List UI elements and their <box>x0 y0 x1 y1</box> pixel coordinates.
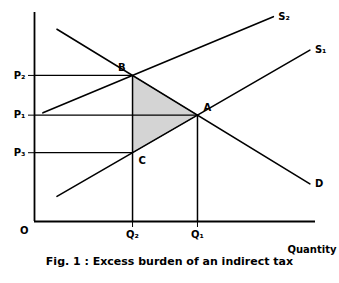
svg-text:B: B <box>118 62 126 73</box>
svg-text:C: C <box>139 155 146 166</box>
svg-text:P₂: P₂ <box>14 70 26 81</box>
svg-text:S₁: S₁ <box>315 44 327 55</box>
svg-text:A: A <box>203 102 211 113</box>
html-text:Fig. 1 : Excess burden of an i: Fig. 1 : Excess burden of an indirect ta… <box>45 255 294 268</box>
svg-text:Q₁: Q₁ <box>191 229 204 240</box>
svg-text:P₃: P₃ <box>14 147 26 158</box>
svg-text:D: D <box>315 178 323 189</box>
svg-text:P₁: P₁ <box>14 109 26 120</box>
svg-text:Quantity: Quantity <box>288 244 337 255</box>
svg-text:Q₂: Q₂ <box>126 229 139 240</box>
svg-text:S₂: S₂ <box>278 11 290 22</box>
svg-text:O: O <box>20 225 29 236</box>
